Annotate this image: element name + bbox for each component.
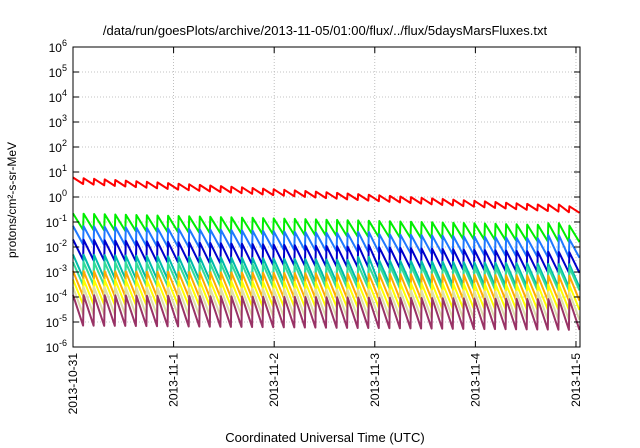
x-tick-label: 2013-11-5 xyxy=(569,353,583,407)
chart-title: /data/run/goesPlots/archive/2013-11-05/0… xyxy=(103,23,548,38)
series-group xyxy=(72,176,581,331)
y-tick-label: 106 xyxy=(49,38,67,55)
series-line xyxy=(72,176,581,214)
y-tick-label: 104 xyxy=(49,88,67,105)
y-tick-label: 100 xyxy=(49,188,67,205)
y-tick-label: 10-6 xyxy=(46,338,67,355)
x-axis: 2013-10-31 2013-11-1 2013-11-2 2013-11-3 201… xyxy=(66,47,583,414)
y-tick-label: 10-2 xyxy=(46,238,67,255)
series-line xyxy=(72,294,581,331)
x-tick-label: 2013-11-3 xyxy=(368,353,382,407)
y-tick-label: 101 xyxy=(49,163,67,180)
y-tick-label: 105 xyxy=(49,63,67,80)
y-tick-label: 10-3 xyxy=(46,263,67,280)
y-tick-label: 10-1 xyxy=(46,213,67,230)
y-tick-label: 10-4 xyxy=(46,288,67,305)
y-axis-label: protons/cm²-s-sr-MeV xyxy=(5,142,19,258)
y-tick-label: 102 xyxy=(49,138,67,155)
y-tick-label: 103 xyxy=(49,113,67,130)
x-tick-label: 2013-11-2 xyxy=(267,353,281,407)
x-axis-label: Coordinated Universal Time (UTC) xyxy=(225,430,424,445)
x-tick-label: 2013-11-4 xyxy=(468,353,482,407)
y-tick-label: 10-5 xyxy=(46,313,67,330)
y-axis: 10-6 10-5 10-4 10-3 10-2 10-1 100 101 102 103 104 1… xyxy=(46,38,580,355)
x-tick-label: 2013-11-1 xyxy=(167,353,181,407)
x-tick-label: 2013-10-31 xyxy=(66,353,80,415)
